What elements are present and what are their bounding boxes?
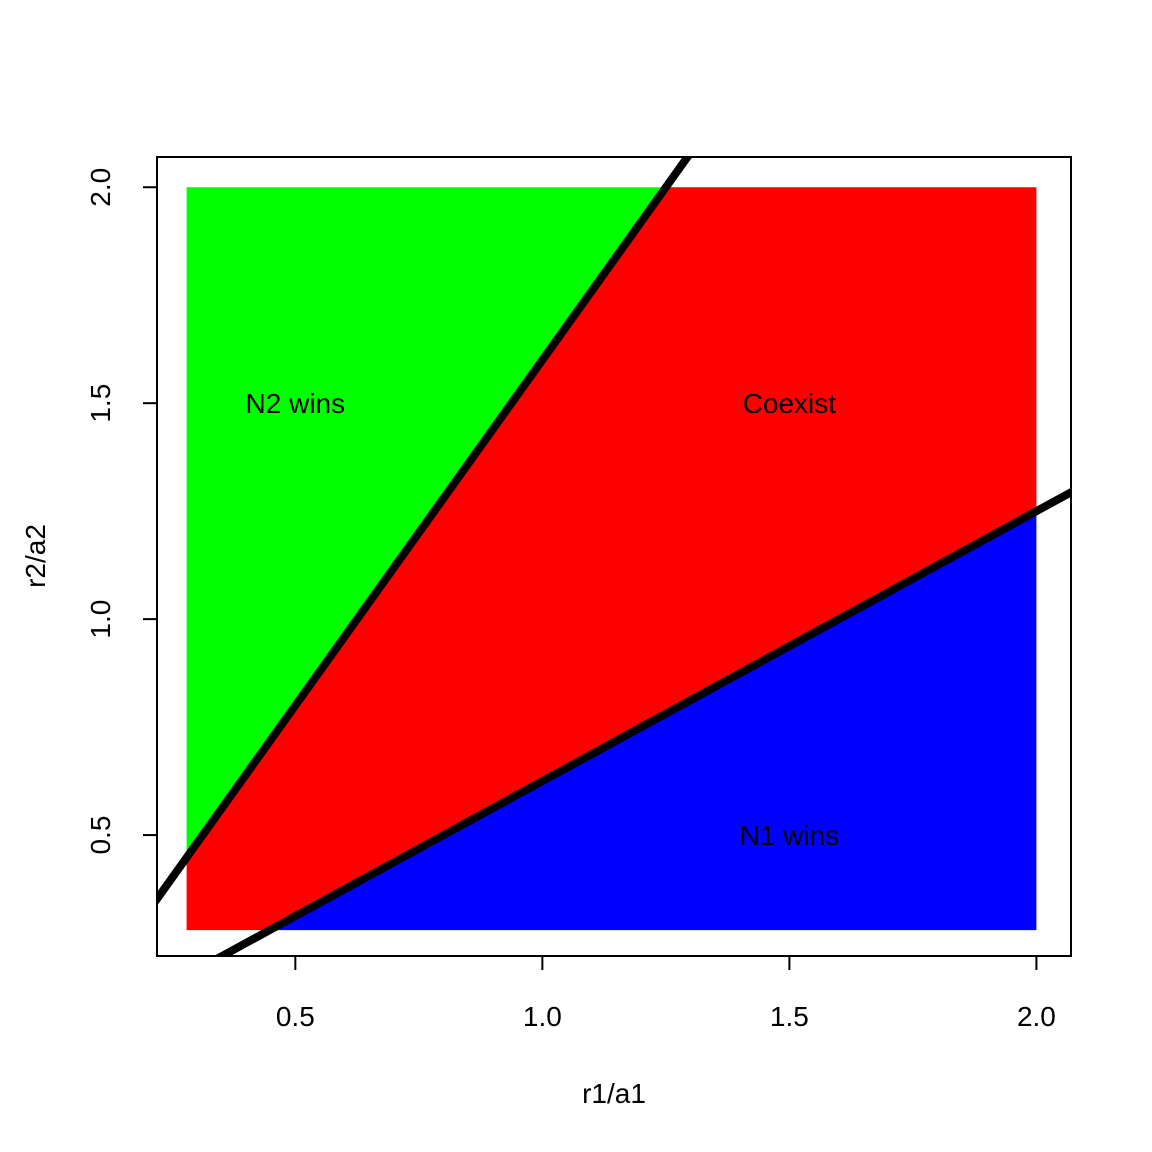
boundary-lines-layer bbox=[157, 157, 1071, 956]
x-axis-title: r1/a1 bbox=[582, 1078, 646, 1109]
x-tick-label: 0.5 bbox=[276, 1001, 315, 1032]
y-tick-label: 1.0 bbox=[85, 600, 116, 639]
y-axis-title: r2/a2 bbox=[20, 524, 51, 588]
y-axis: 0.5 1.0 1.5 2.0 bbox=[85, 168, 158, 855]
label-coexist: Coexist bbox=[743, 388, 837, 419]
x-tick-label: 1.0 bbox=[523, 1001, 562, 1032]
boundary-line-lower bbox=[213, 487, 1071, 956]
regions-layer bbox=[186, 187, 1037, 931]
region-labels-layer: N2 wins Coexist N1 wins bbox=[246, 388, 840, 851]
y-tick-label: 2.0 bbox=[85, 168, 116, 207]
y-tick-label: 0.5 bbox=[85, 816, 116, 855]
boundary-line-upper bbox=[157, 157, 693, 906]
label-n2-wins: N2 wins bbox=[246, 388, 346, 419]
y-tick-label: 1.5 bbox=[85, 384, 116, 423]
label-n1-wins: N1 wins bbox=[740, 820, 840, 851]
x-tick-label: 2.0 bbox=[1017, 1001, 1056, 1032]
x-tick-label: 1.5 bbox=[770, 1001, 809, 1032]
x-axis: 0.5 1.0 1.5 2.0 bbox=[276, 955, 1056, 1032]
region-coexist bbox=[186, 187, 1037, 931]
